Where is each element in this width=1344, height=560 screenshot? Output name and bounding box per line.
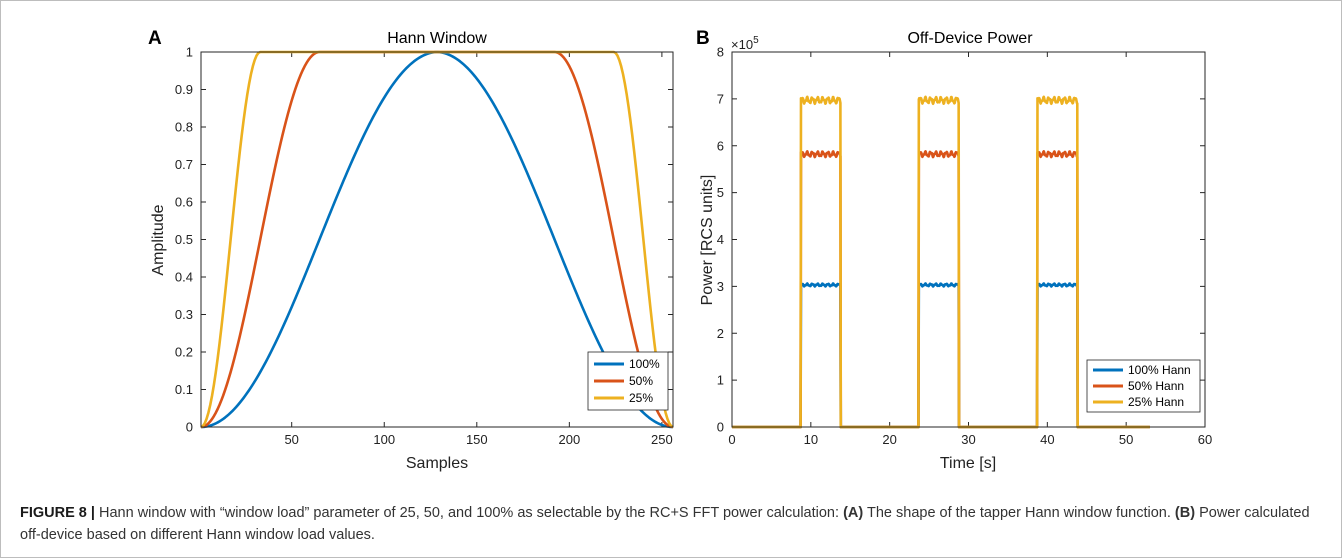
figure-chart: A Hann Window 50 100 150 200 25000.10.20.30.… (148, 28, 1212, 472)
caption-b-text: Power calculated off-device based on dif… (20, 505, 1310, 543)
y-tick-label-b-6: 6 (717, 138, 724, 153)
y-tick-label-b-1: 1 (717, 373, 724, 388)
y-tick-label-b-4: 4 (717, 232, 724, 247)
x-tick-label-b-2: 20 (882, 432, 896, 447)
y-tick-label-a-10: 1 (186, 45, 193, 60)
panel-a-xlabel: Samples (406, 455, 468, 472)
legend-b-label-50: 50% Hann (1128, 379, 1184, 393)
panel-b-xlabel: Time [s] (940, 455, 996, 472)
panel-a: A Hann Window 50 100 150 200 250 0 0.1 0.2 0.3 0.… (148, 28, 674, 472)
panel-a-title: Hann Window (387, 30, 487, 47)
panel-b-letter: B (696, 28, 710, 49)
y-tick-label-b-3: 3 (717, 279, 724, 294)
x-tick-label-a-3: 200 (558, 432, 580, 447)
panel-a-letter: A (148, 28, 162, 49)
x-tick-label-b-0: 0 (728, 432, 735, 447)
y-tick-label-b-0: 0 (717, 420, 724, 435)
legend-a-label-100: 100% (629, 357, 660, 371)
y-tick-label-a-6: 0.6 (175, 195, 193, 210)
x-tick-label-b-4: 40 (1040, 432, 1054, 447)
caption-intro: Hann window with “window load” parameter… (99, 505, 840, 521)
x-tick-label-a-4: 250 (651, 432, 673, 447)
legend-a-label-50: 50% (629, 374, 653, 388)
panel-b-y-multiplier: ×105 (731, 35, 759, 52)
x-tick-label-b-5: 50 (1119, 432, 1133, 447)
panel-b-ylabel: Power [RCS units] (699, 175, 716, 306)
legend-b-label-25: 25% Hann (1128, 395, 1184, 409)
y-tick-label-b-8: 8 (717, 45, 724, 60)
y-tick-label-a-5: 0.5 (175, 232, 193, 247)
figure-caption: FIGURE 8 | Hann window with “window load… (20, 502, 1320, 546)
x-tick-label-b-6: 60 (1198, 432, 1212, 447)
panel-b-title: Off-Device Power (907, 30, 1033, 47)
y-tick-label-a-1: 0.1 (175, 382, 193, 397)
y-tick-label-a-9: 0.9 (175, 82, 193, 97)
y-tick-label-a-0: 0 (186, 420, 193, 435)
panel-a-legend: 100% 50% 25% (587, 351, 669, 411)
caption-a-text: The shape of the tapper Hann window func… (866, 505, 1171, 521)
panel-b-legend: 100% Hann 50% Hann 25% Hann (1086, 359, 1201, 413)
y-tick-label-a-2: 0.2 (175, 345, 193, 360)
panel-a-axes-box (200, 51, 674, 428)
y-tick-label-b-7: 7 (717, 91, 724, 106)
y-tick-label-a-7: 0.7 (175, 157, 193, 172)
caption-a-label: (A) (843, 505, 864, 521)
panel-b-ticks: 0 10 20 30 40 50 60 0 1 2 3 4 5 6 7 8 (717, 45, 1212, 448)
y-tick-label-a-3: 0.3 (175, 307, 193, 322)
y-tick-label-a-8: 0.8 (175, 120, 193, 135)
panel-a-ticks: 50 100 150 200 250 0 0.1 0.2 0.3 0.4 0.5 0.6 0.7 0.8 0… (175, 45, 673, 447)
panel-b-axes-box (731, 51, 1206, 428)
panel-b: B Off-Device Power ×105 0 10 20 30 40 50 60 0 1 2… (696, 28, 1212, 472)
x-tick-label-a-1: 100 (373, 432, 395, 447)
y-tick-label-b-2: 2 (717, 326, 724, 341)
x-tick-label-b-1: 10 (804, 432, 818, 447)
x-tick-label-b-3: 30 (961, 432, 975, 447)
x-tick-label-a-2: 150 (466, 432, 488, 447)
caption-b-label: (B) (1174, 505, 1196, 521)
y-tick-label-a-4: 0.4 (175, 270, 193, 285)
y-tick-label-b-5: 5 (717, 185, 724, 200)
legend-a-label-25: 25% (629, 391, 653, 405)
legend-b-label-100: 100% Hann (1128, 363, 1191, 377)
caption-label: FIGURE 8 | (20, 505, 95, 521)
panel-a-ylabel: Amplitude (150, 204, 167, 275)
x-tick-label-a-0: 50 (284, 432, 298, 447)
